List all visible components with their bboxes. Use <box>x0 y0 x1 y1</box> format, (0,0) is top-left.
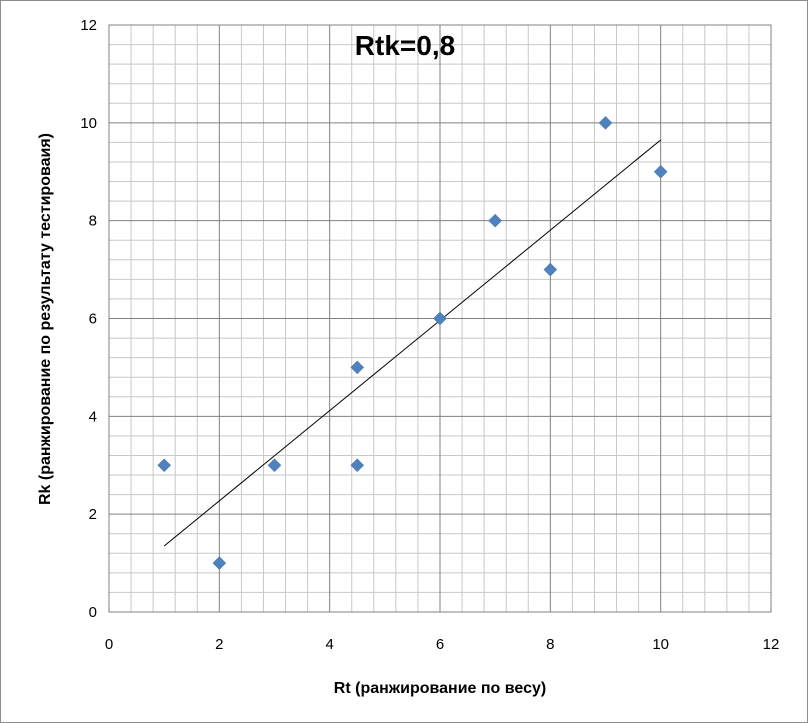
y-axis-title: Rk (ранжирование по результату тестирова… <box>37 133 54 505</box>
x-tick-label: 6 <box>436 636 444 653</box>
chart-title: Rtk=0,8 <box>355 30 455 61</box>
trendline <box>163 139 661 547</box>
x-tick-label: 10 <box>652 636 669 653</box>
y-tick-label: 0 <box>89 604 97 621</box>
y-axis-tick-labels: 0 2 4 6 8 10 12 <box>80 17 97 621</box>
y-tick-label: 2 <box>89 506 97 523</box>
x-tick-label: 2 <box>215 636 223 653</box>
x-axis-title: Rt (ранжирование по весу) <box>334 680 546 697</box>
data-point <box>543 262 558 277</box>
x-axis-tick-labels: 0 2 4 6 8 10 12 <box>105 636 780 653</box>
data-point <box>488 213 503 228</box>
data-point <box>598 115 613 130</box>
data-point <box>433 311 447 326</box>
y-tick-label: 4 <box>89 408 97 425</box>
data-point <box>212 556 227 570</box>
data-point <box>267 458 282 473</box>
x-tick-label: 8 <box>546 636 554 653</box>
x-tick-label: 4 <box>325 636 333 653</box>
y-tick-label: 12 <box>80 17 97 34</box>
y-tick-label: 8 <box>89 213 97 230</box>
y-tick-label: 6 <box>89 311 97 328</box>
data-point <box>350 360 365 375</box>
data-point <box>157 458 172 473</box>
plot-area <box>108 24 772 613</box>
x-tick-label: 12 <box>763 636 780 653</box>
data-point <box>350 458 365 473</box>
data-points <box>157 115 668 570</box>
y-tick-label: 10 <box>80 115 97 132</box>
data-point <box>653 164 668 179</box>
x-tick-label: 0 <box>105 636 113 653</box>
